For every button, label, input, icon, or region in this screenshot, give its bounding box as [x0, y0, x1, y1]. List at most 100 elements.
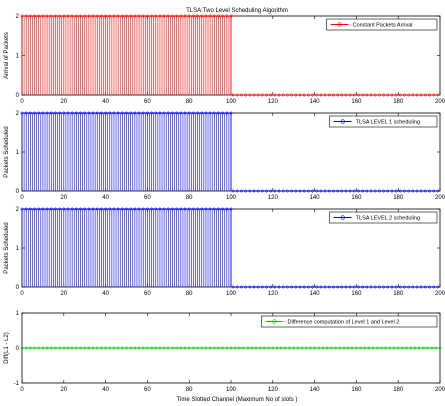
data-point — [204, 111, 208, 115]
data-point — [423, 285, 427, 289]
data-point — [45, 14, 49, 18]
data-point — [204, 207, 208, 211]
data-point — [315, 285, 319, 289]
data-point — [369, 285, 373, 289]
data-point — [340, 93, 344, 97]
data-point — [175, 346, 179, 350]
data-point — [183, 111, 187, 115]
data-point — [133, 111, 137, 115]
x-tick-label: 80 — [186, 195, 193, 201]
data-point — [137, 14, 141, 18]
x-tick-label: 200 — [435, 99, 445, 105]
data-point — [352, 93, 356, 97]
legend-box — [261, 315, 438, 328]
data-point — [158, 346, 162, 350]
data-point — [354, 346, 358, 350]
series-1 — [20, 14, 440, 97]
data-point — [428, 189, 431, 193]
data-point — [225, 346, 229, 350]
data-point — [315, 93, 319, 97]
x-tick-label: 40 — [102, 195, 109, 201]
data-point — [91, 111, 95, 115]
data-point — [336, 93, 340, 97]
legend-box — [329, 211, 438, 224]
y-axis-label: Packets Scheduled — [4, 222, 10, 273]
data-point — [187, 111, 191, 115]
data-point — [423, 93, 427, 97]
data-point — [70, 14, 74, 18]
data-point — [231, 93, 235, 97]
data-point — [87, 111, 91, 115]
data-point — [365, 285, 369, 289]
data-point — [187, 207, 191, 211]
data-point — [432, 189, 436, 193]
data-point — [229, 346, 233, 350]
x-tick-label: 160 — [351, 291, 362, 297]
data-point — [285, 93, 289, 97]
data-point — [225, 14, 229, 18]
data-point — [91, 207, 95, 211]
data-point — [233, 346, 237, 350]
x-tick-label: 120 — [268, 291, 279, 297]
data-point — [269, 93, 273, 97]
data-point — [403, 285, 406, 289]
data-point — [382, 285, 386, 289]
data-point — [53, 207, 57, 211]
data-point — [20, 111, 24, 115]
legend-swatch-marker — [272, 319, 277, 324]
data-point — [45, 207, 49, 211]
data-point — [171, 111, 174, 115]
data-point — [24, 111, 28, 115]
data-point — [196, 14, 200, 18]
data-point — [191, 346, 195, 350]
data-point — [298, 285, 302, 289]
data-point — [229, 207, 233, 211]
data-point — [28, 14, 32, 18]
x-tick-label: 100 — [226, 291, 237, 297]
data-point — [125, 207, 128, 211]
data-point — [116, 207, 120, 211]
data-point — [428, 93, 431, 97]
data-point — [394, 285, 398, 289]
data-point — [344, 189, 348, 193]
data-point — [331, 189, 335, 193]
data-point — [196, 346, 200, 350]
data-point — [183, 346, 187, 350]
data-point — [357, 189, 360, 193]
data-point — [83, 14, 87, 18]
data-point — [294, 189, 298, 193]
data-point — [275, 346, 279, 350]
legend-label: Constant Packets Arrival — [353, 23, 413, 29]
data-point — [196, 111, 200, 115]
data-point — [179, 346, 183, 350]
data-point — [340, 285, 344, 289]
x-tick-label: 0 — [20, 291, 24, 297]
data-point — [311, 285, 314, 289]
data-point — [62, 346, 66, 350]
series-4 — [20, 346, 442, 350]
x-tick-label: 160 — [351, 99, 362, 105]
x-tick-label: 20 — [60, 387, 67, 393]
x-tick-label: 140 — [310, 99, 321, 105]
data-point — [350, 346, 354, 350]
data-point — [162, 346, 166, 350]
x-tick-label: 80 — [186, 99, 193, 105]
data-point — [396, 346, 400, 350]
data-point — [373, 189, 377, 193]
x-tick-label: 0 — [20, 387, 24, 393]
x-tick-label: 120 — [268, 195, 279, 201]
data-point — [187, 346, 191, 350]
data-point — [267, 346, 271, 350]
data-point — [200, 346, 204, 350]
x-tick-label: 200 — [435, 387, 445, 393]
data-point — [79, 346, 82, 350]
data-point — [321, 346, 325, 350]
data-point — [367, 346, 371, 350]
data-point — [28, 111, 32, 115]
data-point — [269, 189, 273, 193]
data-point — [129, 111, 133, 115]
data-point — [196, 207, 200, 211]
data-point — [150, 111, 154, 115]
x-tick-label: 100 — [226, 195, 237, 201]
data-point — [394, 189, 398, 193]
